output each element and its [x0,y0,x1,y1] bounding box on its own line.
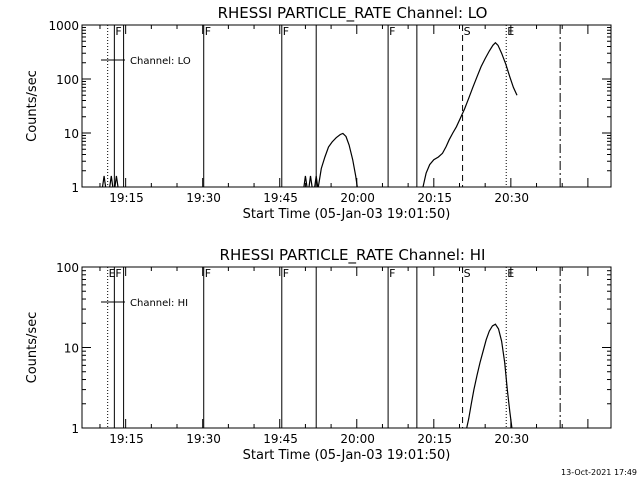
x-axis-label: Start Time (05-Jan-03 19:01:50) [243,207,451,222]
event-flag: F [115,267,121,280]
x-tick-label: 20:00 [340,432,375,446]
chart-panel-lo: RHESSI PARTICLE_RATE Channel: LO 19:15 19:… [25,4,612,222]
event-flag: F [205,25,211,38]
y-tick-label: 1000 [48,19,79,33]
y-tick-label: 10 [64,342,79,356]
event-flag: F [205,267,211,280]
plot-frame [81,266,612,429]
y-tick-label: 10 [64,127,79,141]
event-flag: E [109,267,116,280]
x-tick-label: 20:30 [494,432,529,446]
series-line [101,175,107,188]
series-line [317,132,358,188]
legend-label: Channel: HI [130,298,188,309]
event-flag: F [115,25,121,38]
y-tick-label: 1 [71,422,79,436]
y-axis-label: Counts/sec [25,312,40,384]
event-flag: S [464,267,471,280]
y-tick-label: 100 [56,73,79,87]
x-tick-label: 19:15 [109,191,144,205]
chart-title: RHESSI PARTICLE_RATE Channel: LO [218,4,488,23]
series-line [314,175,319,188]
series-line [114,175,119,188]
chart-panel-hi: RHESSI PARTICLE_RATE Channel: HI 19:15 19:… [25,246,612,463]
series-line [303,175,308,188]
y-axis-label: Counts/sec [25,70,40,142]
x-tick-label: 20:30 [494,191,529,205]
event-flag: F [283,25,289,38]
event-flag: E [507,267,514,280]
x-tick-label: 19:45 [263,191,298,205]
chart-title: RHESSI PARTICLE_RATE Channel: HI [220,246,486,265]
x-tick-label: 19:15 [109,432,144,446]
event-flag: S [464,25,471,38]
timestamp-label: 13-Oct-2021 17:49 [561,468,637,477]
x-axis-label: Start Time (05-Jan-03 19:01:50) [243,448,451,463]
y-tick-label: 1 [71,181,79,195]
series-line [422,41,518,188]
x-tick-label: 20:15 [417,191,452,205]
x-tick-label: 19:30 [186,432,221,446]
x-tick-label: 20:15 [417,432,452,446]
series-line [466,323,513,429]
legend-label: Channel: LO [130,56,191,67]
event-flag: F [283,267,289,280]
plot-frame [81,24,612,188]
event-flag: F [389,25,395,38]
series-line [109,175,114,188]
y-tick-label: 100 [56,261,79,275]
x-tick-label: 19:30 [186,191,221,205]
series-line [308,175,313,188]
x-tick-label: 19:45 [263,432,298,446]
event-flag: F [389,267,395,280]
x-tick-label: 20:00 [340,191,375,205]
event-flag: E [507,25,514,38]
